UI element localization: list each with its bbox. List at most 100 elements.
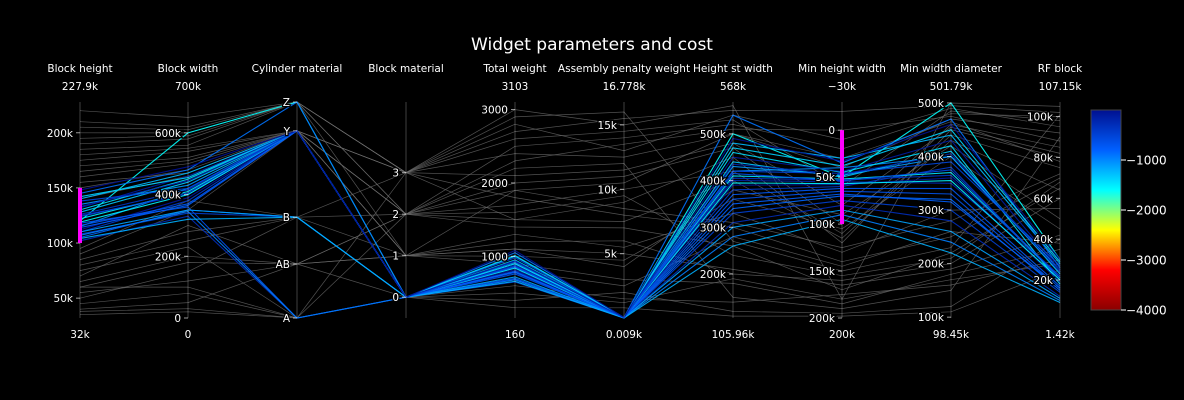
axis-max-label: −30k <box>828 81 857 93</box>
axis-tick-label: 0 <box>174 313 181 325</box>
axis-min-label: 200k <box>829 329 856 341</box>
axis-tick-label: 15k <box>598 120 618 132</box>
axis-tick-label: 300k <box>918 205 945 217</box>
axis-block-height[interactable]: Block height 227.9k 32k 50k 100k 150k 200k <box>46 63 113 341</box>
axis-tick-label: 1 <box>392 251 399 263</box>
axis-cylinder-material[interactable]: Cylinder material A AB B Y Z <box>252 63 343 326</box>
axis-assembly-penalty-weight[interactable]: Assembly penalty weight 16.778k 0.009k 5k 10… <box>558 63 690 341</box>
axis-label: Block material <box>368 63 444 75</box>
axis-tick-label: 3 <box>392 168 399 180</box>
axis-max-label: 227.9k <box>62 81 99 93</box>
axis-max-label: 568k <box>720 81 747 93</box>
selected-line <box>79 123 1061 319</box>
unselected-line <box>79 110 1061 187</box>
axis-tick-label: 50k <box>816 172 836 184</box>
unselected-line <box>79 130 1061 267</box>
unselected-line <box>79 101 1061 173</box>
axis-min-label: 0.009k <box>606 329 643 341</box>
unselected-line <box>79 173 1061 249</box>
unselected-line <box>79 129 1061 244</box>
axis-min-height-width[interactable]: Min height width −30k 200k 0 50k 100k 150k 200k <box>798 63 886 341</box>
axis-tick-label: 60k <box>1034 193 1054 205</box>
selected-line <box>79 130 1061 319</box>
unselected-line <box>79 197 1061 310</box>
unselected-line <box>79 124 1061 225</box>
axis-tick-label: 400k <box>918 152 945 164</box>
axis-tick-label: 600k <box>155 128 182 140</box>
axis-tick-label: Y <box>283 126 291 138</box>
selected-line <box>79 101 1061 319</box>
axis-label: Height st width <box>693 63 773 75</box>
axis-block-width[interactable]: Block width 700k 00 200k 400k 600k <box>154 63 219 341</box>
colorbar-gradient <box>1090 109 1122 311</box>
unselected-line <box>80 136 1061 319</box>
selected-line <box>79 130 1061 319</box>
constraint-range-bar[interactable] <box>840 130 844 225</box>
axis-label: Assembly penalty weight <box>558 63 690 75</box>
axis-tick-label: 2 <box>392 209 399 221</box>
axis-tick-label: Z <box>283 97 290 109</box>
axis-min-label: 0 <box>185 329 192 341</box>
unselected-lines-layer <box>79 101 1061 319</box>
axis-total-weight[interactable]: Total weight 3103 160 1000 2000 3000 <box>480 63 547 341</box>
unselected-line <box>79 130 1061 234</box>
axis-rf-block[interactable]: RF block 107.15k 1.42k 20k 40k 60k 80k 100k <box>1026 63 1084 341</box>
axis-tick-label: 50k <box>54 293 74 305</box>
axis-tick-label: 200k <box>700 269 727 281</box>
axis-tick-label: 100k <box>47 238 74 250</box>
axis-max-label: 3103 <box>502 81 529 93</box>
colorbar-tick-label: −2000 <box>1126 204 1167 218</box>
unselected-line <box>79 181 1061 282</box>
axis-max-label: 700k <box>175 81 202 93</box>
colorbar: −1000 −2000 −3000 −4000 <box>1090 109 1167 318</box>
axis-tick-label: A <box>283 313 291 325</box>
axis-tick-label: 200k <box>918 259 945 271</box>
axis-tick-label: 80k <box>1034 152 1054 164</box>
chart-title: Widget parameters and cost <box>471 35 713 55</box>
selected-line <box>79 210 1061 319</box>
selected-line <box>79 130 1061 319</box>
axis-tick-label: 2000 <box>481 178 508 190</box>
selected-line <box>79 209 1061 319</box>
axis-max-label: 16.778k <box>603 81 647 93</box>
axis-label: Min width diameter <box>900 63 1003 75</box>
constraint-range-bar[interactable] <box>78 187 82 244</box>
selected-line <box>79 190 1061 319</box>
selected-lines-layer <box>79 101 1061 319</box>
axis-tick-label: 1000 <box>481 251 508 263</box>
axis-height-st-width[interactable]: Height st width 568k 105.96k 200k 300k 400k 50… <box>693 63 773 341</box>
axis-min-label: 32k <box>70 329 90 341</box>
axis-tick-label: 500k <box>918 98 945 110</box>
axis-min-width-diameter[interactable]: Min width diameter 501.79k 98.45k 100k 200k 3… <box>900 63 1003 341</box>
unselected-line <box>79 101 1061 173</box>
axis-block-material[interactable]: Block material 0 1 2 3 <box>368 63 444 318</box>
unselected-line <box>79 234 1061 293</box>
selected-line <box>79 130 1061 319</box>
axis-tick-label: 100k <box>1027 112 1054 124</box>
axis-tick-label: 150k <box>809 266 836 278</box>
unselected-line <box>79 216 1061 298</box>
axis-tick-label: 400k <box>700 176 727 188</box>
axis-min-label: 160 <box>505 329 525 341</box>
axis-min-label: 98.45k <box>933 329 970 341</box>
unselected-line <box>79 269 1061 319</box>
axes-layer: Block height227.9k32k50k100k150k200kBloc… <box>46 63 1084 341</box>
axis-tick-label: 300k <box>700 222 727 234</box>
axis-tick-label: 400k <box>155 190 182 202</box>
unselected-line <box>79 101 1061 300</box>
axis-tick-label: 20k <box>1034 275 1054 287</box>
axis-tick-label: 10k <box>598 184 618 196</box>
unselected-line <box>79 101 1061 215</box>
axis-tick-label: 500k <box>700 129 727 141</box>
axis-tick-label: AB <box>276 259 290 271</box>
axis-tick-label: 100k <box>918 312 945 324</box>
axis-max-label: 107.15k <box>1039 81 1083 93</box>
selected-line <box>79 129 1061 319</box>
axis-tick-label: 200k <box>47 128 74 140</box>
axis-tick-label: 5k <box>604 249 618 261</box>
axis-tick-label: 0 <box>392 292 399 304</box>
axis-label: RF block <box>1038 63 1083 75</box>
selected-line <box>79 130 1061 319</box>
